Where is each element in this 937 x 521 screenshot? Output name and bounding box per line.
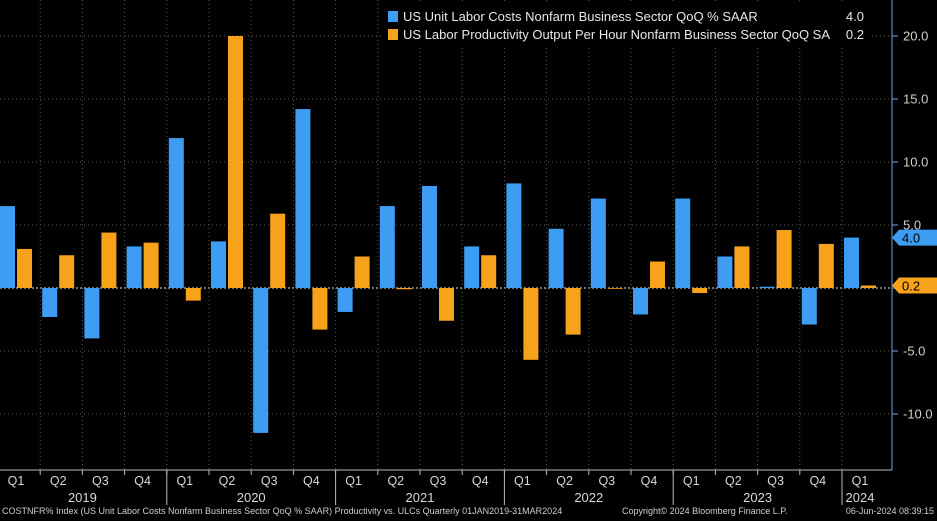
ulc-bar — [42, 288, 58, 317]
value-badge-text: 4.0 — [902, 231, 920, 246]
x-tick-label: Q4 — [809, 474, 826, 488]
productivity-bar — [650, 261, 665, 288]
x-tick-label: Q3 — [598, 474, 615, 488]
x-tick-label: Q3 — [92, 474, 109, 488]
x-tick-label: Q2 — [387, 474, 404, 488]
ulc-bar — [464, 246, 480, 288]
productivity-bar — [143, 242, 159, 288]
ulc-bar — [759, 286, 775, 288]
legend-label: US Labor Productivity Output Per Hour No… — [403, 27, 830, 42]
ulc-bar — [337, 288, 353, 312]
productivity-bar — [692, 288, 708, 294]
ulc-bar — [379, 206, 395, 288]
ulc-bar — [253, 288, 269, 433]
y-tick-label: 15.0 — [903, 92, 928, 107]
productivity-bar — [565, 288, 581, 335]
x-year-label: 2023 — [743, 490, 772, 505]
x-tick-label: Q3 — [767, 474, 784, 488]
productivity-bar — [523, 288, 539, 360]
x-tick-label: Q1 — [345, 474, 362, 488]
x-tick-label: Q1 — [852, 474, 869, 488]
ulc-bar — [422, 185, 437, 288]
x-tick-label: Q1 — [176, 474, 193, 488]
legend-value: 4.0 — [846, 9, 864, 24]
footer-copyright: Copyright© 2024 Bloomberg Finance L.P. — [622, 506, 788, 516]
axes: -10.0 -5.0 5.0 10.0 15.0 20.0 4.0 0.2 Q1 Q2 Q3 Q4 Q1… — [0, 0, 937, 505]
ulc-bar — [717, 256, 733, 288]
productivity-bar — [818, 243, 834, 288]
value-badge-shape — [892, 229, 937, 246]
bars — [0, 36, 876, 433]
gridlines — [0, 0, 892, 470]
productivity-bar — [354, 256, 370, 288]
productivity-bar — [396, 288, 412, 290]
legend: US Unit Labor Costs Nonfarm Business Sec… — [381, 4, 870, 46]
productivity-last-value-badge: 0.2 — [892, 277, 937, 294]
ulc-bar — [844, 237, 859, 288]
ulc-bar — [506, 183, 522, 288]
x-year-label: 2019 — [68, 490, 97, 505]
ulc-bar — [126, 246, 142, 288]
value-badge-shape — [892, 277, 937, 294]
x-tick-label: Q2 — [219, 474, 236, 488]
legend-swatch — [388, 29, 398, 40]
ulc-bar — [295, 109, 311, 288]
ulc-bar — [0, 206, 15, 288]
ulc-bar — [675, 198, 691, 288]
productivity-bar — [312, 288, 328, 330]
x-tick-label: Q1 — [514, 474, 531, 488]
x-tick-label: Q4 — [134, 474, 151, 488]
x-tick-label: Q3 — [261, 474, 278, 488]
x-tick-label: Q2 — [50, 474, 67, 488]
footer-timestamp: 06-Jun-2024 08:39:15 — [845, 506, 934, 516]
ulc-bar — [801, 288, 817, 325]
productivity-bar — [228, 36, 243, 288]
value-badge-text: 0.2 — [902, 278, 920, 293]
x-year-label: 2021 — [406, 490, 435, 505]
productivity-bar — [734, 246, 750, 288]
x-tick-label: Q2 — [556, 474, 573, 488]
legend-box — [381, 4, 870, 46]
legend-swatch — [388, 11, 398, 22]
y-tick-label: 5.0 — [903, 218, 921, 233]
x-tick-label: Q4 — [472, 474, 489, 488]
productivity-bar — [270, 213, 286, 288]
x-tick-label: Q2 — [725, 474, 742, 488]
ulc-bar — [548, 228, 564, 288]
productivity-bar — [185, 288, 201, 301]
x-tick-label: Q4 — [303, 474, 320, 488]
ulc-bar — [168, 138, 184, 288]
x-year-label: 2022 — [574, 490, 603, 505]
legend-label: US Unit Labor Costs Nonfarm Business Sec… — [403, 9, 758, 24]
ulc-last-value-badge: 4.0 — [892, 229, 937, 246]
productivity-bar — [481, 255, 497, 288]
productivity-bar — [59, 255, 75, 288]
x-tick-label: Q1 — [683, 474, 700, 488]
y-tick-label: -10.0 — [903, 407, 933, 422]
ulc-bar — [633, 288, 648, 315]
ulc-bar — [84, 288, 100, 339]
footer-source: COSTNFR% Index (US Unit Labor Costs Nonf… — [2, 506, 563, 516]
ulc-bar — [590, 198, 606, 288]
productivity-bar — [17, 248, 32, 288]
productivity-bar — [861, 285, 876, 288]
legend-value: 0.2 — [846, 27, 864, 42]
y-tick-label: 10.0 — [903, 155, 928, 170]
x-year-label: 2024 — [846, 490, 875, 505]
ulc-bar — [211, 241, 226, 288]
x-tick-label: Q3 — [430, 474, 447, 488]
productivity-bar — [776, 230, 792, 288]
productivity-bar — [101, 232, 117, 288]
y-tick-label: 20.0 — [903, 29, 928, 44]
productivity-bar — [607, 288, 623, 289]
x-tick-label: Q4 — [641, 474, 658, 488]
x-tick-label: Q1 — [8, 474, 25, 488]
productivity-bar — [439, 288, 454, 321]
x-year-label: 2020 — [237, 490, 266, 505]
y-tick-label: -5.0 — [903, 344, 925, 359]
